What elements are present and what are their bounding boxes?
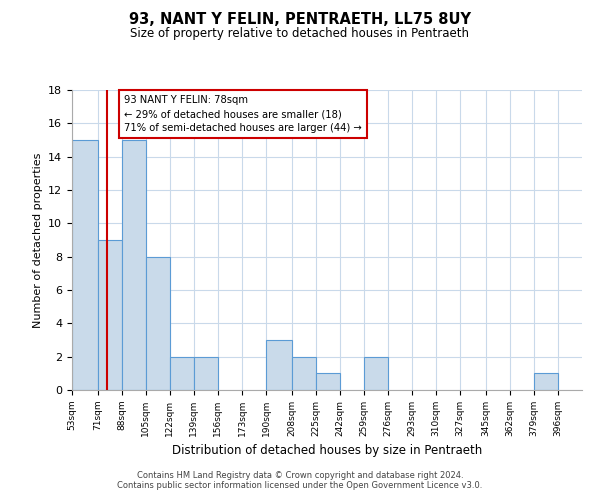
- Bar: [364, 356, 388, 390]
- Bar: [146, 256, 170, 390]
- Bar: [292, 356, 316, 390]
- Bar: [316, 374, 340, 390]
- Text: 93 NANT Y FELIN: 78sqm
← 29% of detached houses are smaller (18)
71% of semi-det: 93 NANT Y FELIN: 78sqm ← 29% of detached…: [124, 95, 362, 133]
- Bar: [534, 374, 558, 390]
- Text: Contains HM Land Registry data © Crown copyright and database right 2024.
Contai: Contains HM Land Registry data © Crown c…: [118, 470, 482, 490]
- Bar: [122, 140, 146, 390]
- Bar: [194, 356, 218, 390]
- Bar: [170, 356, 194, 390]
- Bar: [266, 340, 292, 390]
- Bar: [72, 140, 98, 390]
- Bar: [98, 240, 122, 390]
- Text: Size of property relative to detached houses in Pentraeth: Size of property relative to detached ho…: [131, 28, 470, 40]
- Text: 93, NANT Y FELIN, PENTRAETH, LL75 8UY: 93, NANT Y FELIN, PENTRAETH, LL75 8UY: [129, 12, 471, 28]
- Y-axis label: Number of detached properties: Number of detached properties: [32, 152, 43, 328]
- X-axis label: Distribution of detached houses by size in Pentraeth: Distribution of detached houses by size …: [172, 444, 482, 458]
